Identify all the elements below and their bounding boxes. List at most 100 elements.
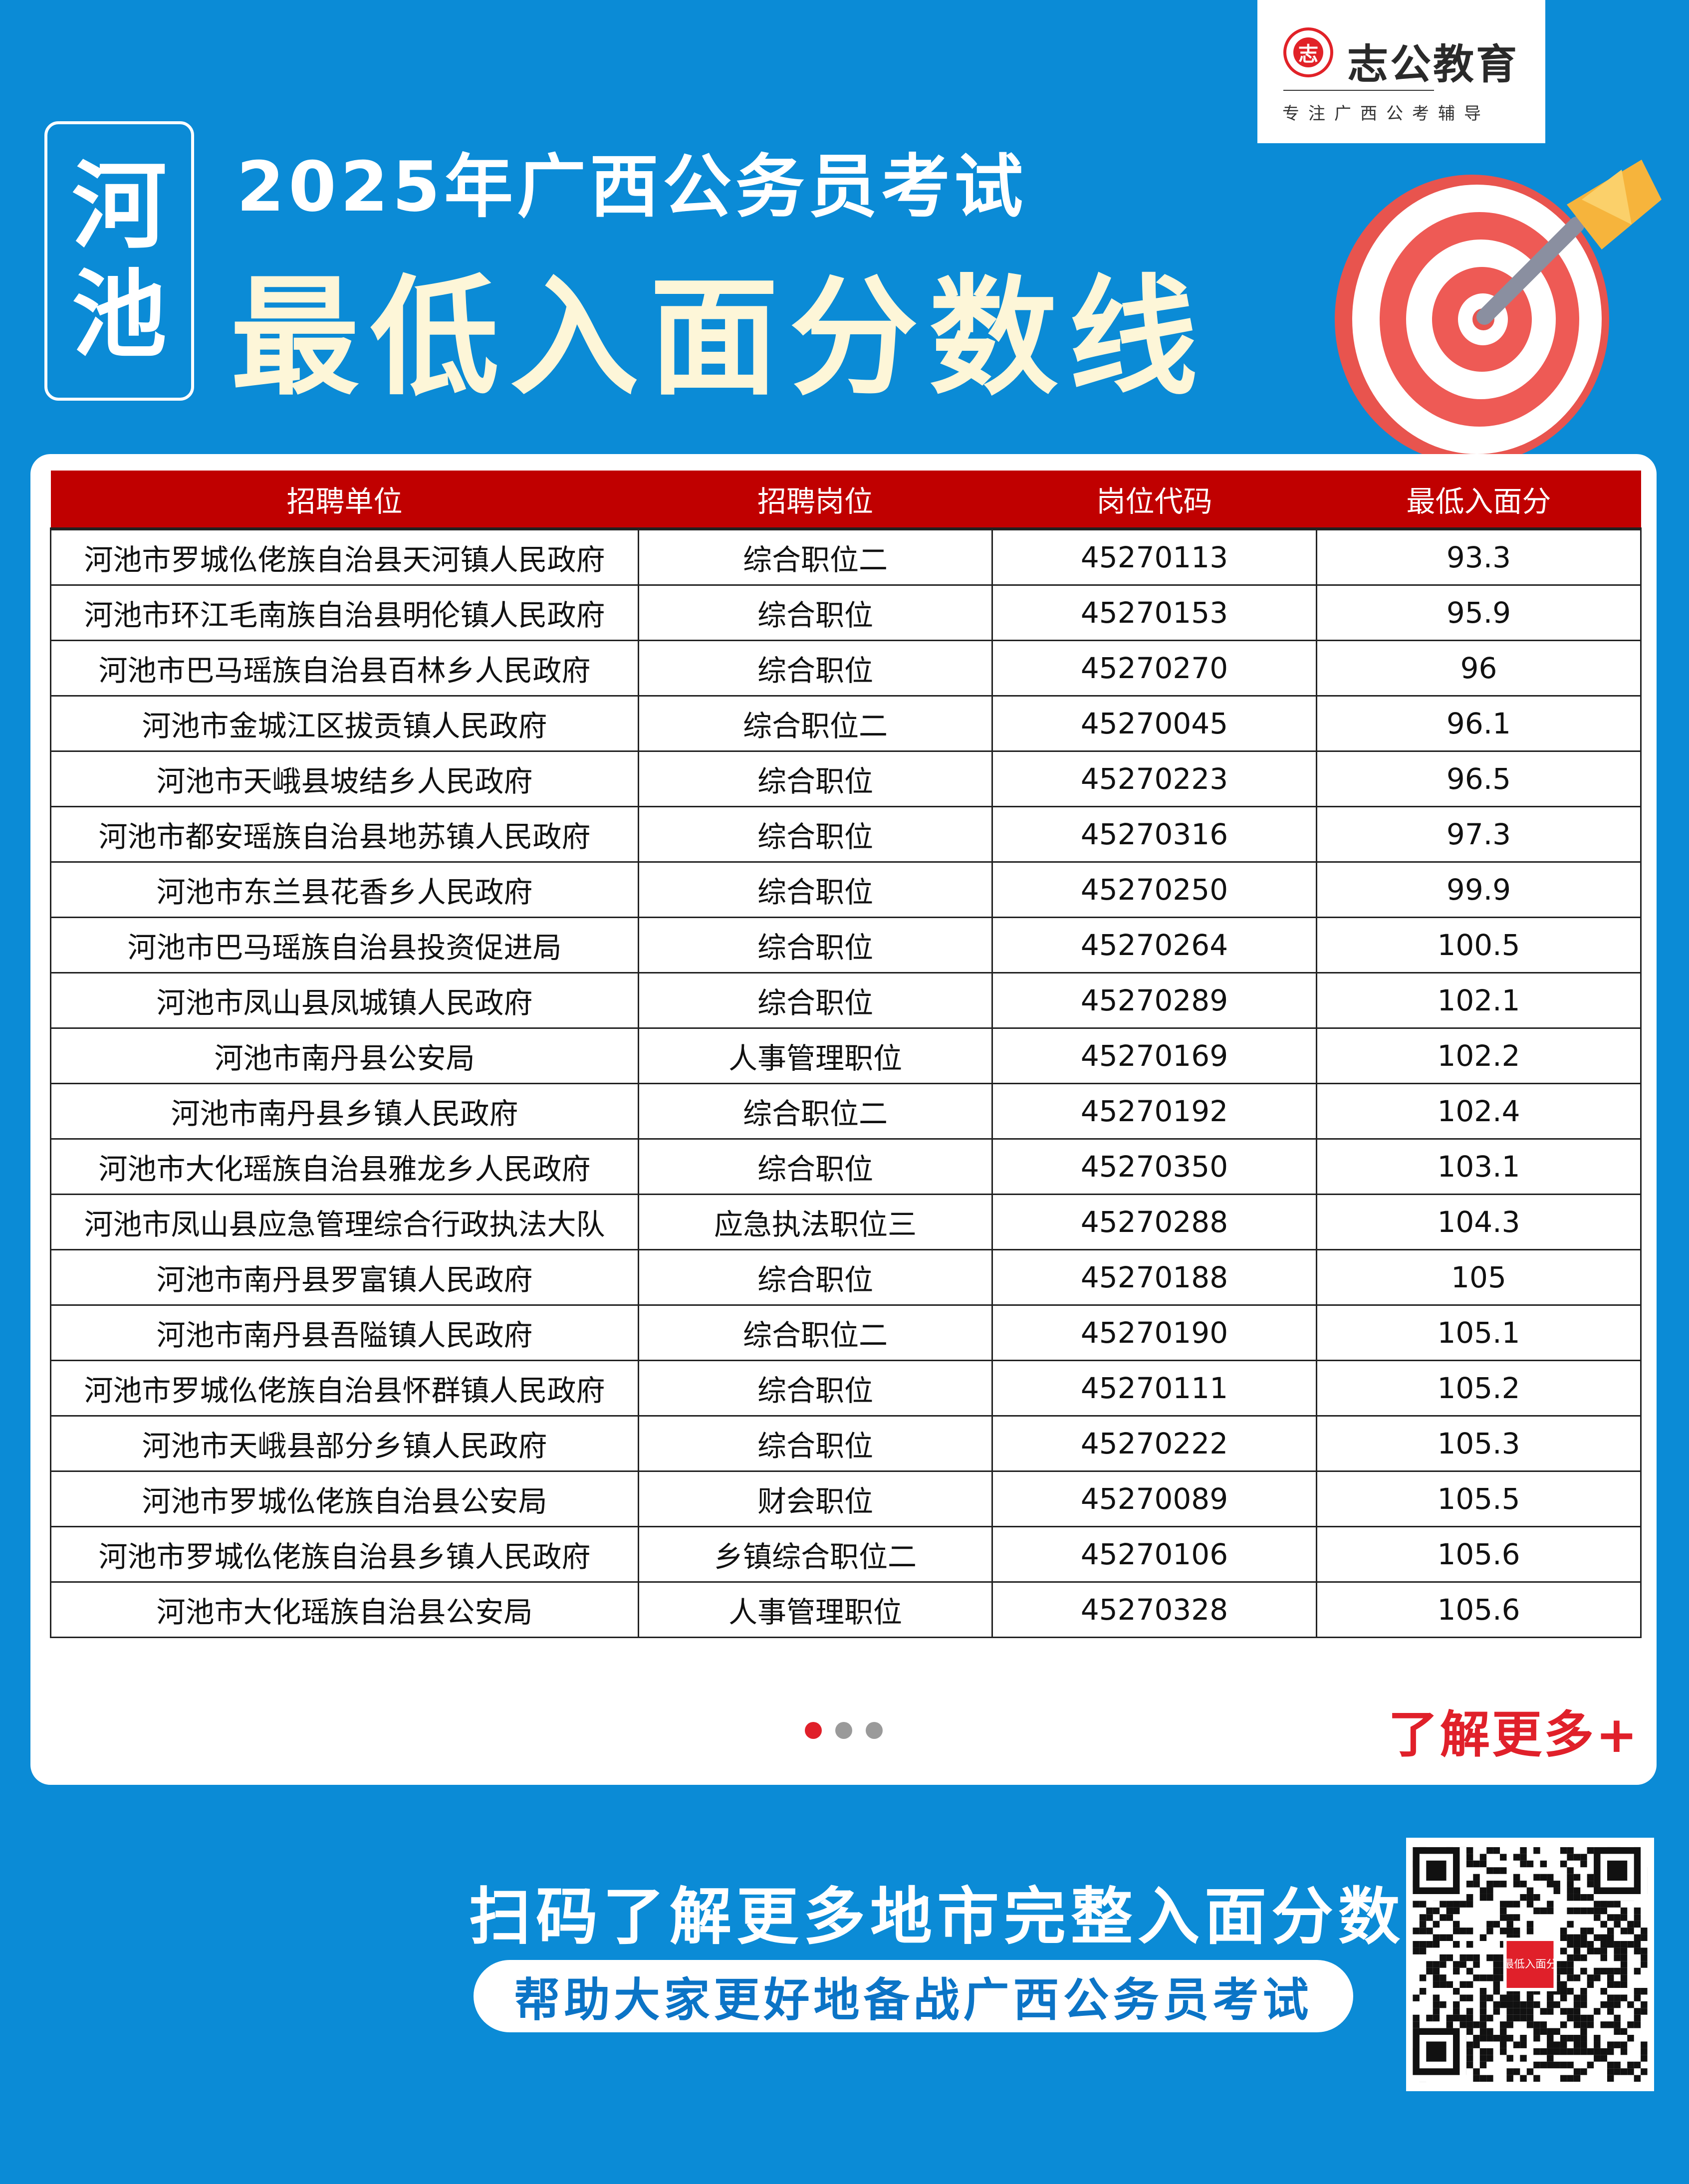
- cell-code: 45270350: [991, 1139, 1317, 1195]
- brand-logo: 志 志公教育 专注广西公考辅导: [1257, 0, 1545, 143]
- cell-code: 45270328: [991, 1582, 1317, 1638]
- cell-unit: 河池市罗城仫佬族自治县天河镇人民政府: [50, 529, 639, 586]
- cell-position: 综合职位: [638, 917, 993, 973]
- cell-score: 102.2: [1316, 1028, 1642, 1084]
- cell-unit: 河池市巴马瑶族自治县投资促进局: [50, 917, 639, 973]
- table-row: 河池市南丹县乡镇人民政府 综合职位二 45270192 102.4: [50, 1083, 1642, 1140]
- table-row: 河池市南丹县公安局 人事管理职位 45270169 102.2: [50, 1028, 1642, 1084]
- cell-score: 105.3: [1316, 1416, 1642, 1472]
- cell-code: 45270289: [991, 972, 1317, 1029]
- divider: [1283, 90, 1434, 91]
- city-char: 池: [71, 260, 167, 370]
- table-row: 河池市凤山县凤城镇人民政府 综合职位 45270289 102.1: [50, 972, 1642, 1029]
- cell-code: 45270288: [991, 1194, 1317, 1250]
- table-row: 河池市罗城仫佬族自治县怀群镇人民政府 综合职位 45270111 105.2: [50, 1360, 1642, 1417]
- cell-unit: 河池市天峨县部分乡镇人民政府: [50, 1416, 639, 1472]
- cell-position: 综合职位: [638, 1249, 993, 1306]
- cell-position: 综合职位: [638, 806, 993, 863]
- cell-score: 104.3: [1316, 1194, 1642, 1250]
- cell-unit: 河池市金城江区拔贡镇人民政府: [50, 696, 639, 752]
- cell-position: 综合职位: [638, 751, 993, 807]
- title-line1: 2025年广西公务员考试: [237, 147, 1027, 227]
- cell-score: 96: [1316, 640, 1642, 697]
- cell-position: 财会职位: [638, 1471, 993, 1527]
- cell-unit: 河池市天峨县坡结乡人民政府: [50, 751, 639, 807]
- qr-center-label: 最低入面分: [1503, 1958, 1557, 1971]
- table-row: 河池市南丹县吾隘镇人民政府 综合职位二 45270190 105.1: [50, 1305, 1642, 1361]
- cell-score: 105: [1316, 1249, 1642, 1306]
- cell-position: 综合职位: [638, 1360, 993, 1417]
- table-row: 河池市罗城仫佬族自治县天河镇人民政府 综合职位二 45270113 93.3: [50, 529, 1642, 586]
- table-row: 河池市巴马瑶族自治县投资促进局 综合职位 45270264 100.5: [50, 917, 1642, 973]
- cell-unit: 河池市罗城仫佬族自治县乡镇人民政府: [50, 1526, 639, 1583]
- cell-position: 综合职位: [638, 640, 993, 697]
- brand-seal-icon: 志: [1283, 27, 1333, 77]
- brand-name: 志公教育: [1347, 41, 1519, 88]
- cell-position: 综合职位: [638, 862, 993, 918]
- cell-position: 综合职位二: [638, 696, 993, 752]
- cell-position: 综合职位: [638, 1139, 993, 1195]
- cell-unit: 河池市凤山县凤城镇人民政府: [50, 972, 639, 1029]
- cell-code: 45270111: [991, 1360, 1317, 1417]
- table-row: 河池市天峨县坡结乡人民政府 综合职位 45270223 96.5: [50, 751, 1642, 807]
- cell-code: 45270264: [991, 917, 1317, 973]
- cell-position: 综合职位二: [638, 529, 993, 586]
- cell-code: 45270192: [991, 1083, 1317, 1140]
- pagination-dot-2[interactable]: [835, 1722, 852, 1739]
- cell-unit: 河池市罗城仫佬族自治县怀群镇人民政府: [50, 1360, 639, 1417]
- cell-code: 45270153: [991, 585, 1317, 641]
- cell-code: 45270190: [991, 1305, 1317, 1361]
- cell-unit: 河池市巴马瑶族自治县百林乡人民政府: [50, 640, 639, 697]
- cell-code: 45270222: [991, 1416, 1317, 1472]
- cell-score: 96.5: [1316, 751, 1642, 807]
- cell-position: 综合职位二: [638, 1083, 993, 1140]
- cell-unit: 河池市凤山县应急管理综合行政执法大队: [50, 1194, 639, 1250]
- table-row: 河池市南丹县罗富镇人民政府 综合职位 45270188 105: [50, 1249, 1642, 1306]
- cell-score: 105.6: [1316, 1526, 1642, 1583]
- cell-score: 105.2: [1316, 1360, 1642, 1417]
- learn-more-link[interactable]: 了解更多+: [1388, 1705, 1640, 1764]
- cell-unit: 河池市都安瑶族自治县地苏镇人民政府: [50, 806, 639, 863]
- dartboard-icon: [1335, 160, 1662, 464]
- cell-code: 45270089: [991, 1471, 1317, 1527]
- cell-score: 105.1: [1316, 1305, 1642, 1361]
- cell-score: 99.9: [1316, 862, 1642, 918]
- score-table: 招聘单位 招聘岗位 岗位代码 最低入面分 河池市罗城仫佬族自治县天河镇人民政府综…: [50, 471, 1642, 1638]
- cell-code: 45270113: [991, 529, 1317, 586]
- cell-position: 综合职位: [638, 585, 993, 641]
- column-header: 最低入面分: [1316, 471, 1641, 530]
- cell-unit: 河池市南丹县公安局: [50, 1028, 639, 1084]
- cell-unit: 河池市南丹县罗富镇人民政府: [50, 1249, 639, 1306]
- column-header: 岗位代码: [992, 471, 1317, 530]
- table-row: 河池市大化瑶族自治县雅龙乡人民政府 综合职位 45270350 103.1: [50, 1139, 1642, 1195]
- cell-unit: 河池市大化瑶族自治县雅龙乡人民政府: [50, 1139, 639, 1195]
- cell-position: 人事管理职位: [638, 1028, 993, 1084]
- cell-score: 97.3: [1316, 806, 1642, 863]
- cell-code: 45270169: [991, 1028, 1317, 1084]
- cell-position: 综合职位二: [638, 1305, 993, 1361]
- cell-position: 人事管理职位: [638, 1582, 993, 1638]
- pagination-dot-3[interactable]: [866, 1722, 883, 1739]
- cell-unit: 河池市环江毛南族自治县明伦镇人民政府: [50, 585, 639, 641]
- table-row: 河池市环江毛南族自治县明伦镇人民政府 综合职位 45270153 95.9: [50, 585, 1642, 641]
- column-header: 招聘岗位: [638, 471, 992, 530]
- slogan-pill: 帮助大家更好地备战广西公务员考试: [474, 1960, 1353, 2032]
- qr-code[interactable]: 最低入面分: [1406, 1838, 1654, 2091]
- cell-score: 100.5: [1316, 917, 1642, 973]
- cell-position: 应急执法职位三: [638, 1194, 993, 1250]
- cell-unit: 河池市罗城仫佬族自治县公安局: [50, 1471, 639, 1527]
- cell-position: 综合职位: [638, 972, 993, 1029]
- table-row: 河池市大化瑶族自治县公安局 人事管理职位 45270328 105.6: [50, 1582, 1642, 1638]
- pagination-dot-1[interactable]: [805, 1722, 822, 1739]
- cell-score: 105.6: [1316, 1582, 1642, 1638]
- cell-code: 45270106: [991, 1526, 1317, 1583]
- table-row: 河池市巴马瑶族自治县百林乡人民政府 综合职位 45270270 96: [50, 640, 1642, 697]
- cell-score: 102.1: [1316, 972, 1642, 1029]
- cell-score: 102.4: [1316, 1083, 1642, 1140]
- cell-code: 45270316: [991, 806, 1317, 863]
- table-row: 河池市罗城仫佬族自治县公安局 财会职位 45270089 105.5: [50, 1471, 1642, 1527]
- column-header: 招聘单位: [50, 471, 639, 530]
- cell-unit: 河池市南丹县乡镇人民政府: [50, 1083, 639, 1140]
- brand-slogan: 专注广西公考辅导: [1282, 104, 1490, 124]
- city-char: 河: [71, 151, 167, 261]
